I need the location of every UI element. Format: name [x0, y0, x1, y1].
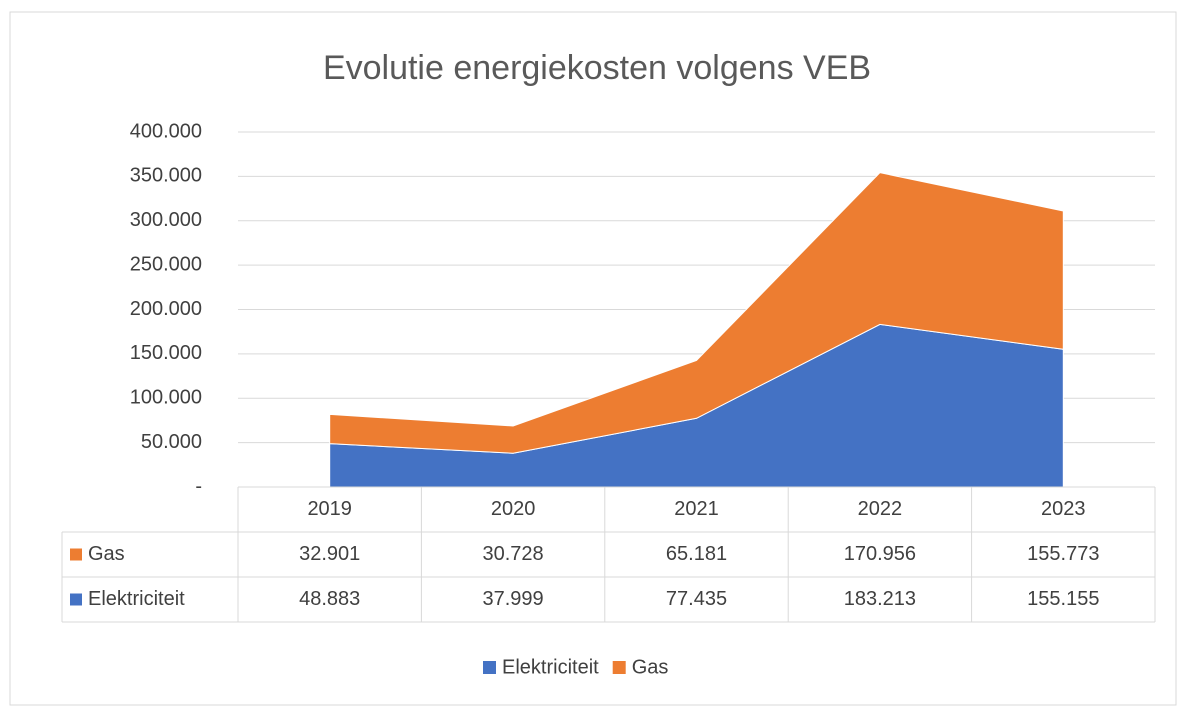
data-label: 37.999: [483, 588, 544, 610]
data-label: 77.435: [666, 588, 727, 610]
y-tick-label: 300.000: [130, 209, 202, 231]
y-tick-label: 50.000: [141, 431, 202, 453]
table-row-label: Elektriciteit: [88, 588, 185, 610]
y-tick-label: 350.000: [130, 165, 202, 187]
y-tick-label: -: [195, 475, 202, 497]
data-label: 32.901: [299, 543, 360, 565]
x-tick-label: 2020: [491, 498, 536, 520]
data-label: 155.155: [1027, 588, 1099, 610]
data-label: 65.181: [666, 543, 727, 565]
table-row-label: Gas: [88, 543, 125, 565]
y-tick-label: 150.000: [130, 342, 202, 364]
x-tick-label: 2019: [307, 498, 352, 520]
area: [329, 172, 1064, 454]
table-legend-key: [70, 548, 82, 561]
y-tick-label: 200.000: [130, 298, 202, 320]
x-tick-label: 2021: [674, 498, 719, 520]
legend-label: Gas: [632, 656, 669, 678]
data-label: 170.956: [844, 543, 916, 565]
chart-title: Evolutie energiekosten volgens VEB: [323, 49, 871, 87]
legend-key: [612, 661, 626, 674]
table-legend-key: [70, 593, 82, 606]
data-label: 155.773: [1027, 543, 1099, 565]
legend-key: [483, 661, 496, 674]
x-tick-label: 2023: [1041, 498, 1086, 520]
y-tick-label: 250.000: [130, 253, 202, 275]
legend-label: Elektriciteit: [502, 656, 599, 678]
y-tick-label: 100.000: [130, 387, 202, 409]
data-label: 30.728: [483, 543, 544, 565]
data-label: 183.213: [844, 588, 916, 610]
y-tick-label: 400.000: [130, 120, 202, 142]
x-tick-label: 2022: [858, 498, 903, 520]
data-label: 48.883: [299, 588, 360, 610]
